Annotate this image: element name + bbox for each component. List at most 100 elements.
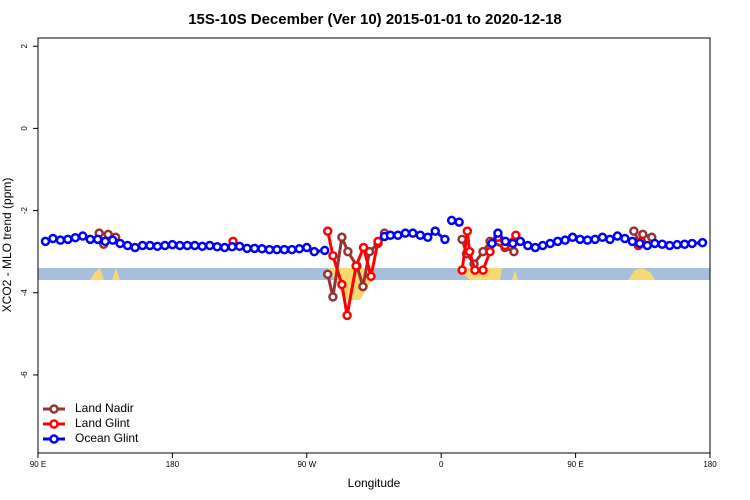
point — [137, 240, 148, 251]
y-tick-label: 0 — [20, 126, 29, 131]
legend-marker — [49, 419, 59, 429]
point — [242, 243, 252, 254]
point — [167, 239, 178, 250]
x-axis-label: Longitude — [348, 476, 401, 490]
point — [70, 232, 81, 243]
point — [160, 240, 170, 251]
point — [423, 232, 433, 243]
point — [337, 279, 347, 290]
point — [257, 244, 267, 254]
point — [415, 230, 426, 240]
point — [537, 240, 548, 251]
point — [430, 226, 440, 236]
point — [302, 242, 312, 253]
point — [664, 240, 675, 251]
point — [358, 242, 369, 253]
point — [552, 236, 563, 247]
y-tick-label: -2 — [20, 206, 29, 214]
point — [478, 265, 488, 275]
point — [63, 234, 73, 245]
point — [697, 237, 708, 248]
point — [342, 310, 352, 321]
point — [322, 269, 333, 280]
point — [287, 244, 297, 255]
point — [328, 251, 338, 261]
point — [130, 242, 140, 253]
x-tick-label: 90 E — [30, 460, 46, 469]
plot-frame — [37, 37, 711, 454]
land-shape — [90, 268, 655, 300]
point — [234, 241, 245, 252]
point — [175, 240, 185, 251]
point — [145, 240, 155, 251]
point — [612, 231, 623, 241]
x-tick-label: 0 — [439, 460, 444, 469]
point — [523, 240, 533, 251]
point — [40, 236, 51, 247]
point — [605, 234, 615, 245]
point — [440, 234, 450, 245]
point — [462, 226, 473, 236]
legend-marker — [49, 404, 59, 414]
point — [515, 236, 526, 247]
point — [560, 235, 570, 245]
point — [279, 244, 290, 255]
point — [272, 244, 282, 255]
point — [590, 234, 600, 245]
point — [85, 234, 96, 245]
point — [582, 235, 593, 245]
point — [197, 241, 208, 252]
point — [687, 238, 697, 249]
point — [642, 240, 653, 251]
point — [385, 230, 396, 240]
point — [337, 232, 347, 243]
point — [629, 226, 639, 236]
point — [649, 238, 660, 249]
point — [446, 215, 457, 226]
point — [597, 232, 608, 243]
point — [454, 217, 464, 227]
point — [575, 234, 585, 245]
point — [152, 241, 163, 252]
point — [122, 240, 133, 251]
point — [627, 236, 638, 247]
point — [204, 240, 215, 251]
x-tick-label: 90 W — [297, 460, 316, 469]
point — [48, 233, 58, 244]
x-tick-label: 90 E — [567, 460, 583, 469]
y-tick-label: -6 — [20, 371, 29, 379]
point — [212, 241, 222, 252]
point — [393, 230, 403, 240]
point — [457, 265, 467, 275]
point — [635, 238, 645, 249]
point — [249, 243, 260, 254]
point — [679, 239, 690, 250]
point — [408, 228, 418, 238]
point — [92, 234, 103, 245]
y-axis-label: XCO2 - MLO trend (ppm) — [0, 178, 14, 313]
point — [294, 244, 305, 254]
point — [328, 292, 338, 302]
point — [464, 246, 475, 257]
point — [190, 240, 200, 251]
point — [227, 241, 237, 252]
legend-marker — [49, 434, 59, 444]
point — [351, 261, 361, 271]
point — [400, 228, 411, 238]
point — [470, 265, 480, 275]
point — [545, 238, 555, 249]
y-tick-label: -4 — [20, 289, 29, 297]
point — [373, 236, 383, 247]
y-tick-label: 2 — [20, 43, 29, 48]
legend-label: Land Nadir — [75, 401, 134, 415]
legend-label: Ocean Glint — [75, 431, 139, 445]
legend-label: Land Glint — [75, 416, 130, 430]
point — [115, 238, 125, 249]
point — [100, 236, 110, 247]
point — [487, 238, 497, 249]
point — [672, 239, 682, 250]
point — [309, 246, 320, 257]
point — [493, 228, 503, 238]
